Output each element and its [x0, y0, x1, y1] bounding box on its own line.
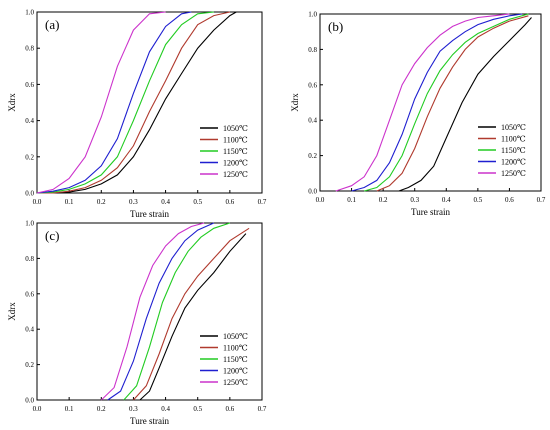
- x-axis-label: Ture strain: [130, 416, 169, 426]
- series-line: [36, 11, 214, 194]
- y-tick-label: 0.8: [308, 46, 317, 54]
- legend-label: 1150℃: [223, 147, 248, 156]
- x-tick-label: 0.4: [161, 198, 170, 206]
- y-tick-label: 0.0: [25, 397, 34, 405]
- legend-label: 1150℃: [501, 146, 526, 155]
- series-line: [123, 222, 231, 401]
- legend: 1050℃ 1100℃ 1150℃ 1200℃ 1250℃: [200, 332, 248, 387]
- legend-label: 1050℃: [501, 123, 526, 132]
- legend-label: 1100℃: [223, 136, 248, 145]
- legend: 1050℃ 1100℃ 1150℃ 1200℃ 1250℃: [478, 123, 526, 178]
- panel-label: (a): [45, 17, 59, 32]
- legend-label: 1250℃: [223, 378, 248, 387]
- y-tick-label: 0.4: [25, 326, 34, 334]
- series-line: [132, 227, 250, 401]
- y-tick-label: 0.6: [308, 81, 317, 89]
- x-tick-label: 0.5: [193, 405, 202, 413]
- series-line: [36, 11, 166, 194]
- x-tick-label: 0.2: [97, 198, 106, 206]
- legend-label: 1200℃: [501, 158, 526, 167]
- legend-label: 1250℃: [501, 169, 526, 178]
- series-line: [100, 222, 205, 401]
- x-tick-label: 0.5: [473, 196, 482, 204]
- series-line: [37, 11, 231, 194]
- x-axis-label: Ture strain: [411, 207, 450, 217]
- y-axis-label: Xdrx: [290, 93, 300, 112]
- y-tick-label: 0.0: [25, 190, 34, 198]
- x-tick-label: 0.1: [65, 405, 74, 413]
- x-tick-label: 0.7: [258, 405, 267, 413]
- y-tick-label: 1.0: [25, 9, 34, 17]
- panel-label: (b): [328, 19, 343, 34]
- y-axis-label: Xdrx: [7, 93, 17, 112]
- y-tick-label: 0.4: [308, 117, 317, 125]
- plot-frame: [36, 11, 263, 194]
- panel-label: (c): [45, 228, 59, 243]
- y-tick-label: 0.2: [25, 361, 34, 369]
- x-tick-label: 0.1: [65, 198, 74, 206]
- y-tick-label: 1.0: [25, 220, 34, 228]
- y-tick-label: 1.0: [308, 11, 317, 19]
- legend-label: 1200℃: [223, 367, 248, 376]
- x-tick-label: 0.3: [129, 405, 138, 413]
- x-axis-label: Ture strain: [130, 209, 169, 219]
- x-tick-label: 0.0: [33, 198, 42, 206]
- x-tick-label: 0.3: [129, 198, 138, 206]
- y-tick-label: 0.2: [308, 152, 317, 160]
- x-tick-label: 0.5: [193, 198, 202, 206]
- legend-label: 1100℃: [223, 344, 248, 353]
- x-tick-label: 0.6: [505, 196, 514, 204]
- series-line: [398, 17, 532, 192]
- y-tick-label: 0.0: [308, 188, 317, 196]
- y-tick-label: 0.2: [25, 153, 34, 161]
- x-tick-label: 0.3: [410, 196, 419, 204]
- x-tick-label: 0.6: [225, 405, 234, 413]
- y-tick-label: 0.4: [25, 117, 34, 125]
- chart-panel: 0.0 0.1 0.2 0.3 0.4 0.5 0.6 0.7 0.0 0.2 0.4 0.6 0.8 1…: [7, 220, 267, 427]
- legend-label: 1050℃: [223, 332, 248, 341]
- y-tick-label: 0.8: [25, 45, 34, 53]
- series-line: [351, 13, 523, 192]
- x-tick-label: 0.0: [316, 196, 325, 204]
- x-tick-label: 0.6: [225, 198, 234, 206]
- x-tick-label: 0.2: [379, 196, 388, 204]
- series-line: [36, 11, 192, 194]
- series-line: [139, 233, 247, 401]
- legend: 1050℃ 1100℃ 1150℃ 1200℃ 1250℃: [200, 124, 248, 179]
- series-line: [364, 13, 529, 192]
- plot-frame: [319, 13, 542, 192]
- chart-panel: 0.0 0.1 0.2 0.3 0.4 0.5 0.6 0.7 0.0 0.2 0.4 0.6 0.8 1…: [290, 11, 546, 218]
- x-tick-label: 0.7: [258, 198, 267, 206]
- x-tick-label: 0.1: [347, 196, 356, 204]
- x-tick-label: 0.4: [442, 196, 451, 204]
- y-tick-label: 0.8: [25, 255, 34, 263]
- y-tick-label: 0.6: [25, 290, 34, 298]
- series-line: [376, 15, 529, 192]
- x-tick-label: 0.4: [161, 405, 170, 413]
- series-line: [37, 11, 237, 194]
- legend-label: 1250℃: [223, 170, 248, 179]
- chart-panel: 0.0 0.1 0.2 0.3 0.4 0.5 0.6 0.7 0.0 0.2 0.4 0.6 0.8 1…: [7, 9, 267, 220]
- x-tick-label: 0.0: [33, 405, 42, 413]
- y-axis-label: Xdrx: [7, 302, 17, 321]
- x-tick-label: 0.7: [537, 196, 546, 204]
- legend-label: 1050℃: [223, 124, 248, 133]
- series-line: [335, 13, 510, 192]
- x-tick-label: 0.2: [97, 405, 106, 413]
- legend-label: 1100℃: [501, 135, 526, 144]
- plot-frame: [36, 222, 263, 401]
- y-tick-label: 0.6: [25, 81, 34, 89]
- series-line: [107, 222, 215, 401]
- legend-label: 1150℃: [223, 355, 248, 364]
- legend-label: 1200℃: [223, 159, 248, 168]
